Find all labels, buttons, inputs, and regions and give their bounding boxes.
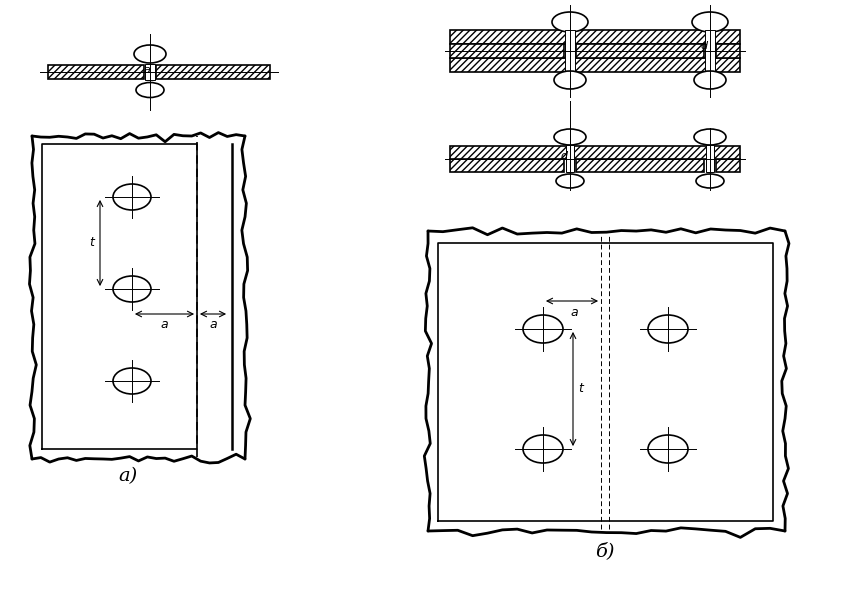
Ellipse shape — [554, 129, 586, 145]
Bar — [48, 65, 144, 79]
Text: t: t — [89, 236, 95, 250]
Bar — [450, 146, 740, 159]
Bar — [450, 159, 564, 172]
Bar — [566, 145, 574, 172]
Text: d: d — [700, 41, 707, 51]
Bar — [706, 145, 714, 172]
Ellipse shape — [692, 12, 728, 32]
Ellipse shape — [134, 45, 166, 63]
Text: б): б) — [596, 542, 615, 560]
Ellipse shape — [694, 71, 726, 89]
Bar — [450, 58, 740, 72]
Bar — [156, 65, 270, 79]
Bar — [565, 30, 575, 72]
Bar — [716, 44, 740, 58]
Bar — [705, 30, 715, 72]
Text: a: a — [144, 65, 151, 75]
Text: a): a) — [118, 467, 138, 485]
Ellipse shape — [136, 82, 164, 97]
Ellipse shape — [554, 71, 586, 89]
Bar — [145, 64, 155, 80]
Text: d: d — [561, 151, 567, 161]
Ellipse shape — [696, 174, 724, 188]
Text: a: a — [161, 317, 169, 331]
Ellipse shape — [556, 174, 584, 188]
Text: t: t — [579, 382, 584, 395]
Text: a: a — [210, 317, 216, 331]
Ellipse shape — [552, 12, 588, 32]
Bar — [576, 44, 704, 58]
Bar — [716, 159, 740, 172]
Ellipse shape — [694, 129, 726, 145]
Text: a: a — [570, 306, 578, 320]
Bar — [450, 30, 740, 44]
Bar — [450, 44, 564, 58]
Bar — [576, 159, 704, 172]
